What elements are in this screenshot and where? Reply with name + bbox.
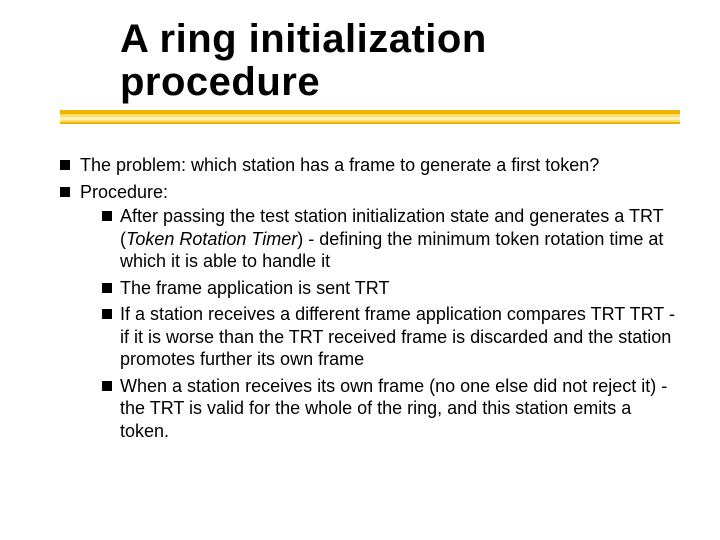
slide-title: A ring initialization procedure — [120, 18, 680, 104]
list-item-text: Procedure: — [80, 182, 168, 202]
bullet-list-level1: The problem: which station has a frame t… — [60, 154, 680, 442]
list-item: After passing the test station initializ… — [102, 205, 680, 273]
list-item-text-prefix: The frame application is sent TRT — [120, 278, 389, 298]
bullet-list-level2: After passing the test station initializ… — [80, 205, 680, 442]
title-line-1: A ring initialization — [120, 18, 680, 61]
list-item: If a station receives a different frame … — [102, 303, 680, 371]
list-item-text-prefix: If a station receives a different frame … — [120, 304, 675, 369]
list-item: Procedure: After passing the test statio… — [60, 181, 680, 443]
list-item: When a station receives its own frame (n… — [102, 375, 680, 443]
title-underline — [60, 110, 680, 130]
title-line-2: procedure — [120, 61, 680, 104]
underline-stripes-icon — [60, 110, 680, 124]
list-item-text-italic: Token Rotation Timer — [126, 229, 297, 249]
list-item: The problem: which station has a frame t… — [60, 154, 680, 177]
list-item-text-prefix: When a station receives its own frame (n… — [120, 376, 667, 441]
slide: A ring initialization procedure The prob… — [0, 0, 720, 540]
slide-body: The problem: which station has a frame t… — [60, 154, 680, 442]
list-item-text: The problem: which station has a frame t… — [80, 155, 599, 175]
list-item: The frame application is sent TRT — [102, 277, 680, 300]
